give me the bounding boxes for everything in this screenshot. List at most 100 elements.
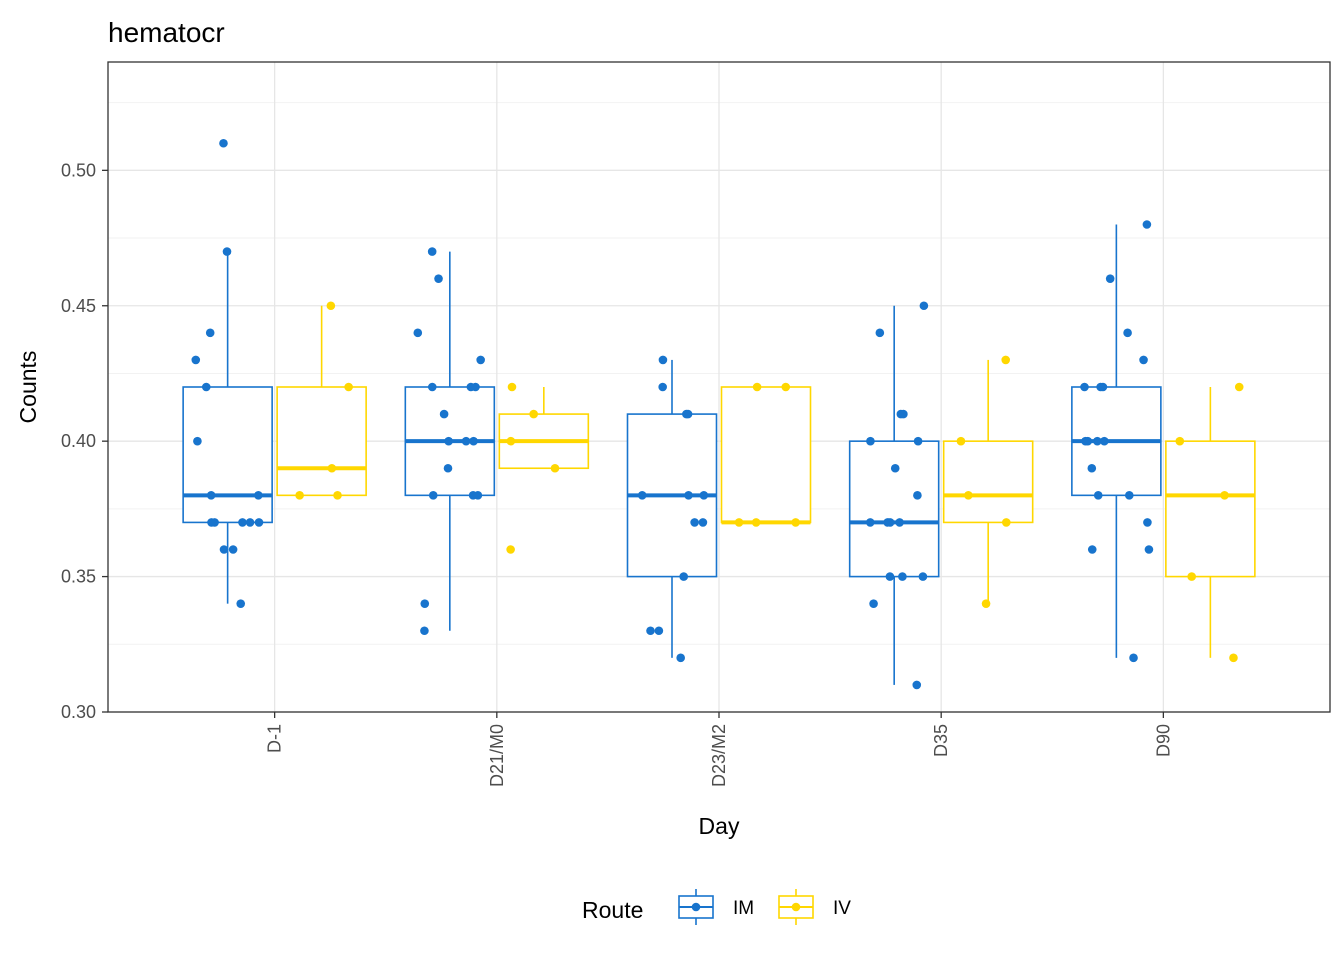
data-point <box>506 545 515 554</box>
series-iv <box>276 301 1256 663</box>
data-point <box>956 436 966 446</box>
data-point <box>1081 436 1090 446</box>
axes: 0.30 0.35 0.40 0.45 0.50 D-1 D21/M0 D23/M2 D35 D9… <box>61 160 1173 787</box>
data-point <box>469 436 478 446</box>
data-point <box>781 382 791 392</box>
legend: Route IM IV <box>582 889 851 925</box>
data-point <box>912 680 922 690</box>
data-point <box>1124 491 1134 500</box>
x-tick-label: D23/M2 <box>709 724 729 787</box>
data-point <box>550 463 560 473</box>
data-point <box>683 409 693 419</box>
data-point <box>228 545 238 554</box>
data-point <box>1142 220 1152 229</box>
data-point <box>865 518 875 527</box>
legend-key-point <box>691 902 701 912</box>
y-tick-label: 0.40 <box>61 431 96 451</box>
data-point <box>981 599 991 608</box>
data-point <box>471 382 480 392</box>
data-point <box>427 247 437 256</box>
box <box>276 386 367 497</box>
x-tick-label: D-1 <box>265 724 285 753</box>
data-point <box>1096 382 1105 392</box>
data-point <box>506 436 516 446</box>
data-point <box>1123 328 1132 338</box>
box <box>720 386 812 524</box>
data-point <box>751 518 761 527</box>
data-point <box>219 138 228 148</box>
y-tick-label: 0.30 <box>61 702 96 722</box>
data-point <box>734 518 744 527</box>
data-point <box>637 491 647 500</box>
data-point <box>254 491 263 500</box>
data-point <box>679 572 689 581</box>
data-point <box>964 491 973 500</box>
data-point <box>919 301 929 311</box>
data-point <box>1001 518 1011 527</box>
data-point <box>699 491 709 500</box>
data-point <box>1100 436 1109 446</box>
data-point <box>913 436 923 446</box>
data-point <box>326 301 336 311</box>
data-point <box>791 518 800 527</box>
data-point <box>885 572 895 581</box>
data-point <box>1080 382 1089 392</box>
data-point <box>507 382 517 392</box>
x-tick-label: D21/M0 <box>487 724 507 787</box>
data-point <box>205 328 215 338</box>
y-tick-label: 0.50 <box>61 160 96 180</box>
box <box>182 386 273 524</box>
data-point <box>1087 463 1097 473</box>
data-point <box>1144 545 1154 554</box>
data-point <box>476 355 485 365</box>
data-point <box>444 436 453 446</box>
data-point <box>1187 572 1196 581</box>
data-point <box>752 382 762 392</box>
data-point <box>869 599 878 608</box>
data-point <box>1175 436 1185 446</box>
data-point <box>461 436 471 446</box>
data-point <box>236 599 246 608</box>
data-point <box>420 626 429 636</box>
data-point <box>1129 653 1138 663</box>
data-point <box>890 463 900 473</box>
data-point <box>1143 518 1152 527</box>
data-point <box>1093 436 1102 446</box>
series-im <box>182 138 1162 690</box>
y-axis-title: Counts <box>15 351 41 424</box>
box <box>942 440 1034 524</box>
data-point <box>1001 355 1011 365</box>
data-point <box>1087 545 1097 554</box>
data-point <box>222 247 232 256</box>
data-point <box>654 626 664 636</box>
data-point <box>1093 491 1103 500</box>
data-point <box>344 382 353 392</box>
data-point <box>439 409 449 419</box>
legend-key-im <box>678 889 714 925</box>
legend-key-iv <box>778 889 814 925</box>
data-point <box>676 653 685 663</box>
data-point <box>1229 653 1238 663</box>
data-point <box>899 409 908 419</box>
x-tick-label: D35 <box>931 724 951 757</box>
data-point <box>658 382 667 392</box>
data-point <box>219 545 229 554</box>
data-point <box>698 518 708 527</box>
data-point <box>473 491 483 500</box>
data-point <box>898 572 907 581</box>
legend-label-im: IM <box>733 898 754 919</box>
box <box>1165 440 1256 578</box>
data-point <box>895 518 904 527</box>
data-point <box>434 274 443 283</box>
data-point <box>684 491 693 500</box>
y-tick-label: 0.45 <box>61 296 96 316</box>
data-point <box>201 382 211 392</box>
data-point <box>913 491 922 500</box>
data-point <box>1105 274 1115 283</box>
x-tick-label: D90 <box>1153 724 1173 757</box>
data-point <box>420 599 430 608</box>
data-point <box>529 409 538 419</box>
data-point <box>327 463 337 473</box>
data-point <box>191 355 201 365</box>
y-tick-label: 0.35 <box>61 567 96 587</box>
